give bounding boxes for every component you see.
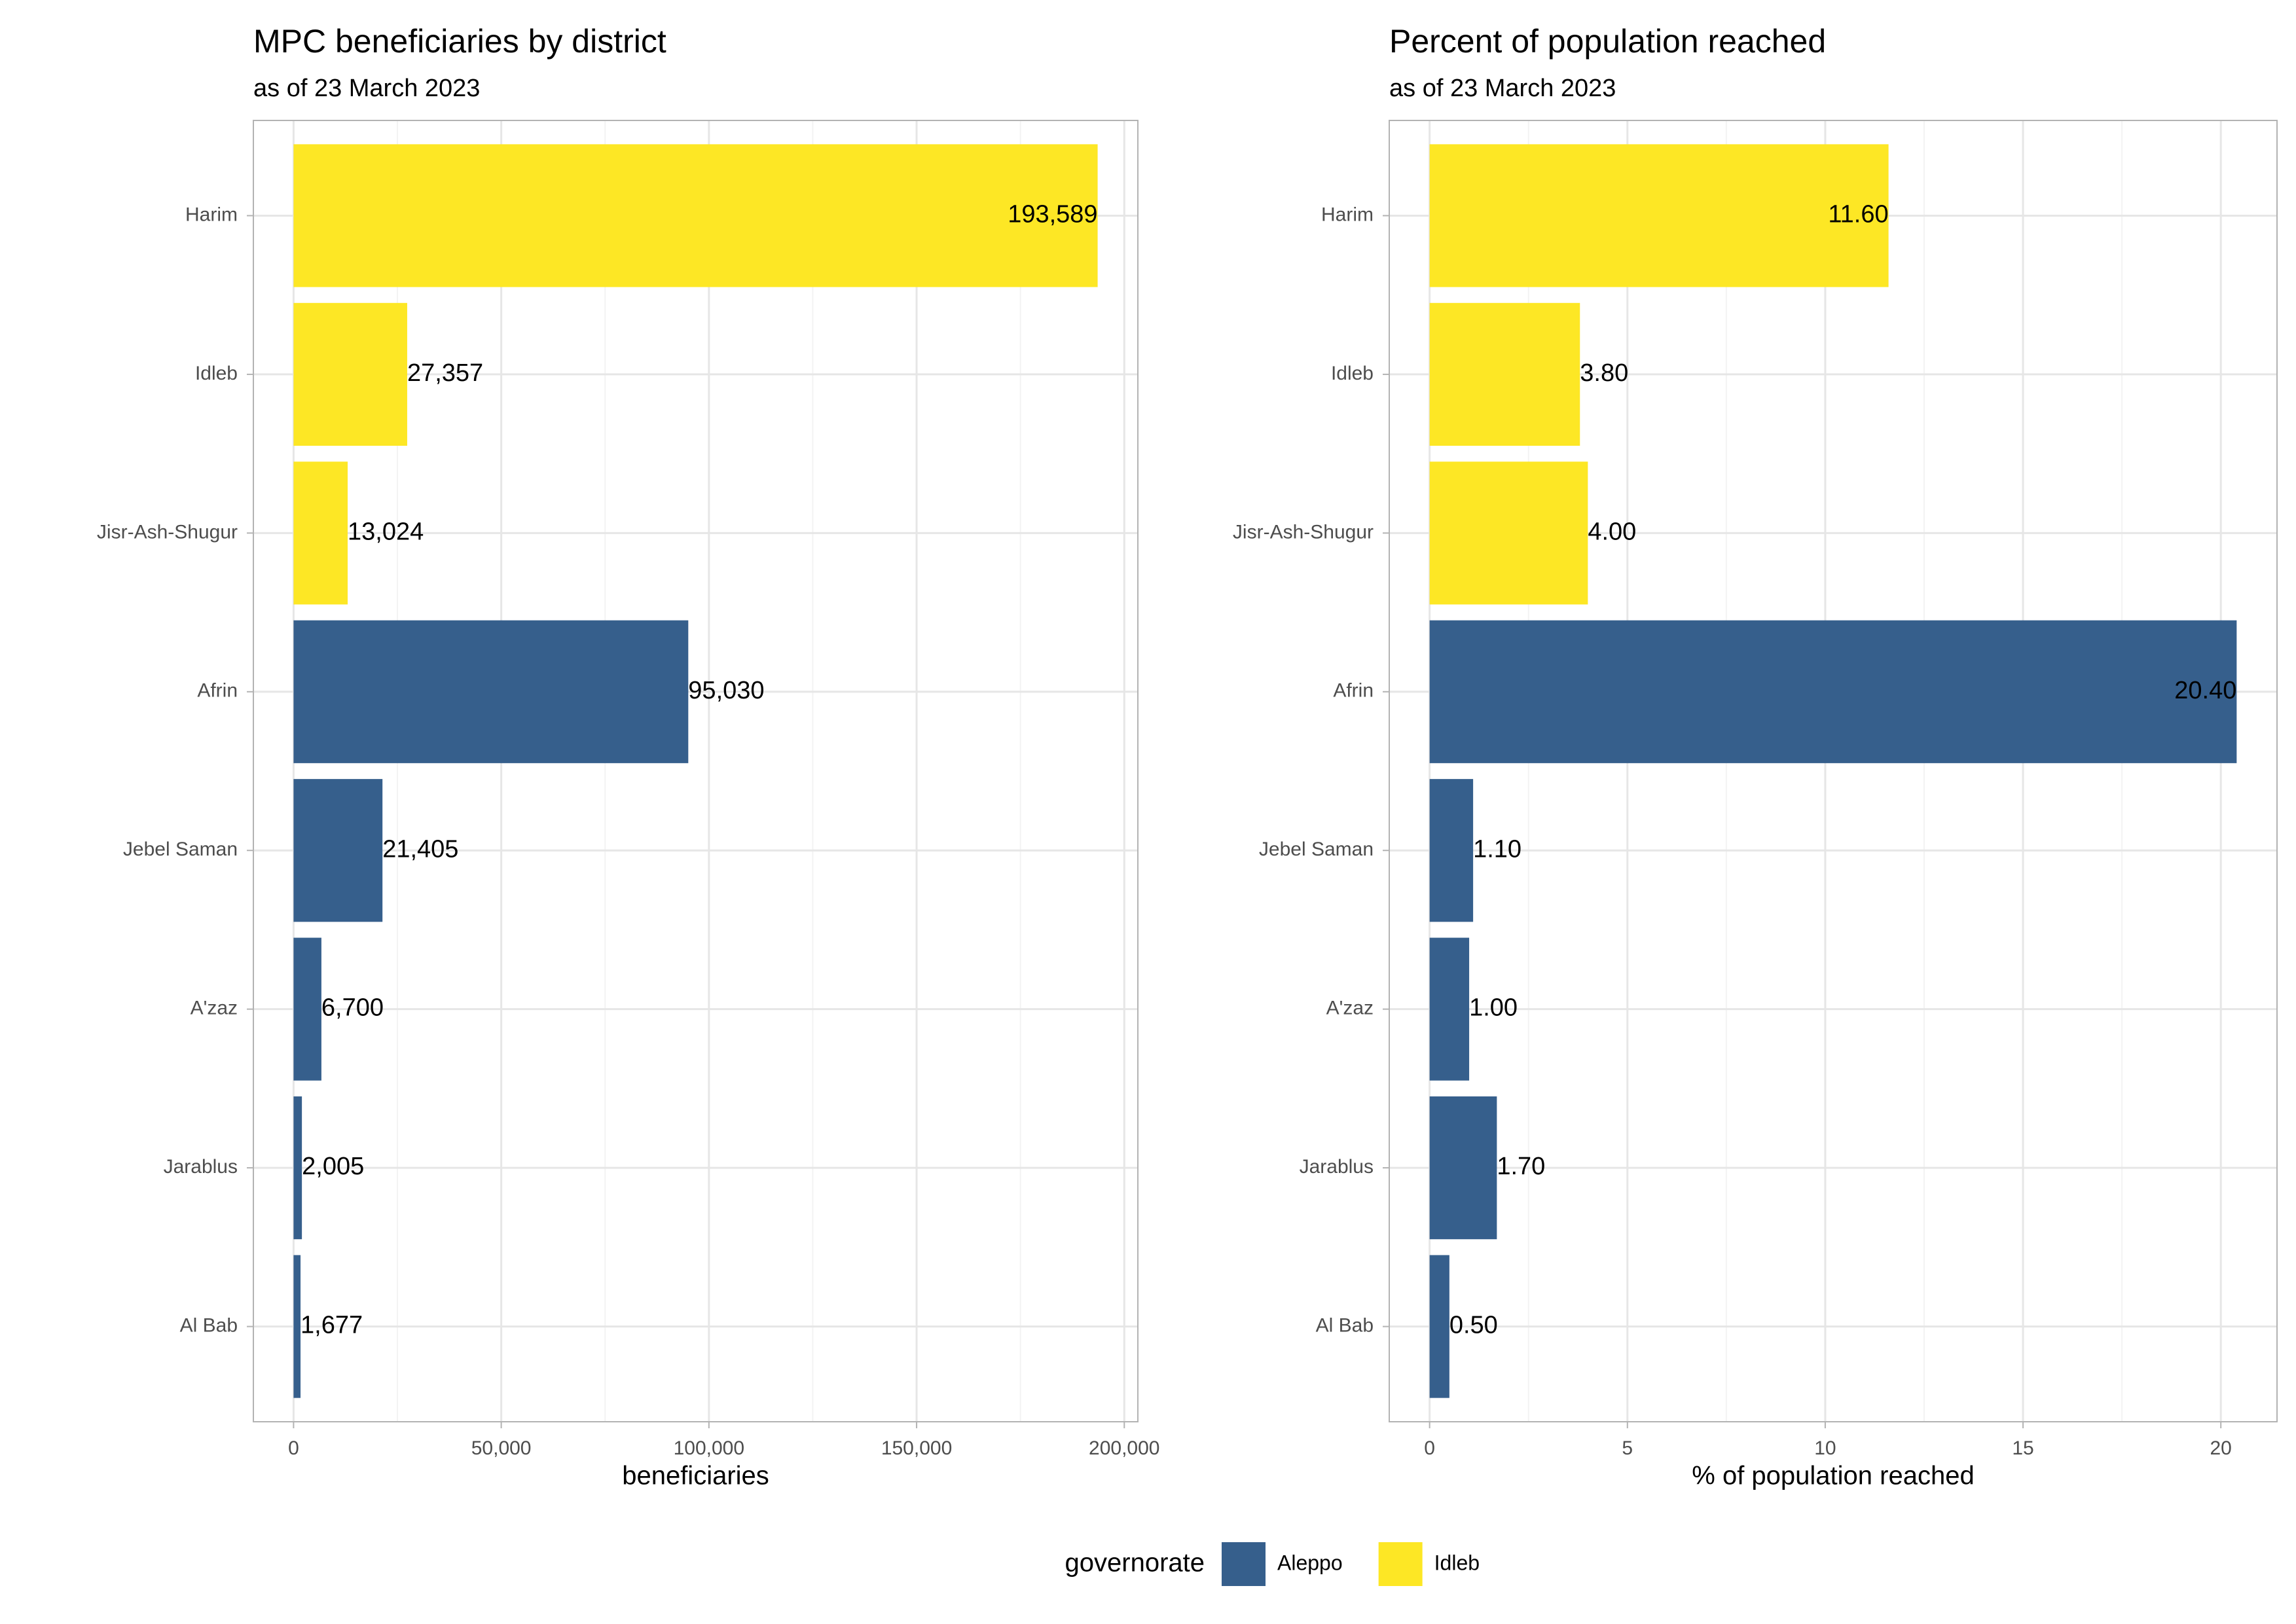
bar <box>293 144 1098 287</box>
chart-title: MPC beneficiaries by district <box>253 23 666 60</box>
value-label: 0.50 <box>1449 1312 1498 1339</box>
bar <box>1429 937 1470 1081</box>
bar <box>293 620 689 763</box>
bar <box>1429 461 1588 605</box>
bar <box>293 937 321 1081</box>
chart-subtitle: as of 23 March 2023 <box>1389 75 1616 102</box>
x-tick-label: 50,000 <box>471 1437 532 1459</box>
y-tick-label: Afrin <box>197 680 238 702</box>
legend-key <box>1378 1542 1423 1586</box>
chart-subtitle: as of 23 March 2023 <box>253 75 480 102</box>
x-tick-label: 5 <box>1622 1437 1633 1459</box>
value-label: 13,024 <box>348 518 424 545</box>
bar <box>1429 144 1889 287</box>
legend-label: Aleppo <box>1277 1551 1343 1574</box>
bar <box>1429 302 1580 446</box>
legend-label: Idleb <box>1434 1551 1480 1574</box>
y-tick-label: A'zaz <box>1326 998 1374 1019</box>
x-tick-label: 20 <box>2210 1437 2232 1459</box>
bar <box>1429 620 2237 763</box>
y-tick-label: A'zaz <box>191 998 238 1019</box>
y-tick-label: Jebel Saman <box>1259 839 1374 860</box>
x-tick-label: 200,000 <box>1089 1437 1159 1459</box>
bar <box>293 461 348 605</box>
bar <box>293 302 407 446</box>
panel-border <box>1389 120 2278 1422</box>
chart-title: Percent of population reached <box>1389 23 1826 60</box>
x-tick-label: 100,000 <box>674 1437 744 1459</box>
value-label: 2,005 <box>302 1153 364 1180</box>
y-tick-label: Idleb <box>195 363 238 384</box>
y-tick-label: Al Bab <box>1316 1314 1374 1336</box>
legend-title: governorate <box>1065 1549 1205 1578</box>
panel-border <box>253 120 1139 1422</box>
bar <box>1429 1255 1449 1398</box>
value-label: 95,030 <box>688 677 764 704</box>
x-tick-label: 150,000 <box>881 1437 952 1459</box>
legend-key <box>1222 1542 1266 1586</box>
y-tick-label: Afrin <box>1333 680 1374 702</box>
value-label: 11.60 <box>1828 200 1888 228</box>
y-tick-label: Jarablus <box>1300 1156 1374 1178</box>
bar <box>293 1096 302 1240</box>
y-tick-label: Idleb <box>1331 363 1374 384</box>
y-tick-label: Harim <box>185 204 238 225</box>
bar <box>1429 1096 1497 1240</box>
value-label: 27,357 <box>407 359 483 387</box>
bar <box>293 779 383 922</box>
bar <box>293 1255 301 1398</box>
value-label: 21,405 <box>382 835 458 863</box>
value-label: 1.70 <box>1497 1153 1545 1180</box>
y-tick-label: Jisr-Ash-Shugur <box>1233 521 1374 543</box>
bar <box>1429 779 1474 922</box>
y-tick-label: Harim <box>1321 204 1374 225</box>
x-tick-label: 0 <box>1424 1437 1435 1459</box>
value-label: 4.00 <box>1588 518 1636 545</box>
y-tick-label: Al Bab <box>180 1314 238 1336</box>
y-tick-label: Jarablus <box>164 1156 238 1178</box>
x-axis-title: % of population reached <box>1692 1462 1974 1490</box>
y-tick-label: Jisr-Ash-Shugur <box>97 521 238 543</box>
x-tick-label: 15 <box>2012 1437 2033 1459</box>
value-label: 20.40 <box>2174 677 2236 704</box>
x-axis-title: beneficiaries <box>622 1462 769 1490</box>
x-tick-label: 10 <box>1814 1437 1836 1459</box>
y-tick-label: Jebel Saman <box>123 839 238 860</box>
value-label: 1.00 <box>1469 994 1518 1022</box>
value-label: 1,677 <box>301 1312 363 1339</box>
x-tick-label: 0 <box>288 1437 299 1459</box>
value-label: 6,700 <box>321 994 384 1022</box>
value-label: 193,589 <box>1008 200 1097 228</box>
value-label: 1.10 <box>1473 835 1522 863</box>
value-label: 3.80 <box>1580 359 1628 387</box>
